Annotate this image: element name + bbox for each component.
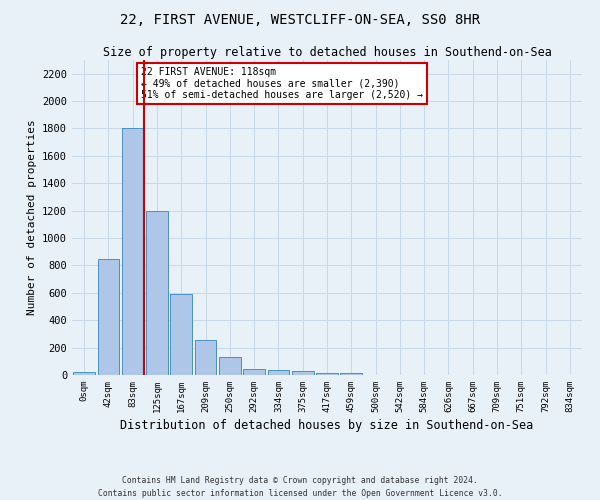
Bar — [219, 357, 241, 375]
Bar — [243, 369, 265, 375]
Y-axis label: Number of detached properties: Number of detached properties — [26, 120, 37, 316]
Bar — [340, 374, 362, 375]
Bar — [316, 372, 338, 375]
Bar — [146, 210, 168, 375]
Bar — [268, 370, 289, 375]
Bar — [122, 128, 143, 375]
Bar — [292, 371, 314, 375]
Text: 22, FIRST AVENUE, WESTCLIFF-ON-SEA, SS0 8HR: 22, FIRST AVENUE, WESTCLIFF-ON-SEA, SS0 … — [120, 12, 480, 26]
X-axis label: Distribution of detached houses by size in Southend-on-Sea: Distribution of detached houses by size … — [121, 419, 533, 432]
Bar — [194, 340, 217, 375]
Bar — [97, 258, 119, 375]
Title: Size of property relative to detached houses in Southend-on-Sea: Size of property relative to detached ho… — [103, 46, 551, 59]
Bar — [170, 294, 192, 375]
Text: 22 FIRST AVENUE: 118sqm
← 49% of detached houses are smaller (2,390)
51% of semi: 22 FIRST AVENUE: 118sqm ← 49% of detache… — [141, 67, 423, 100]
Bar — [73, 372, 95, 375]
Text: Contains HM Land Registry data © Crown copyright and database right 2024.
Contai: Contains HM Land Registry data © Crown c… — [98, 476, 502, 498]
